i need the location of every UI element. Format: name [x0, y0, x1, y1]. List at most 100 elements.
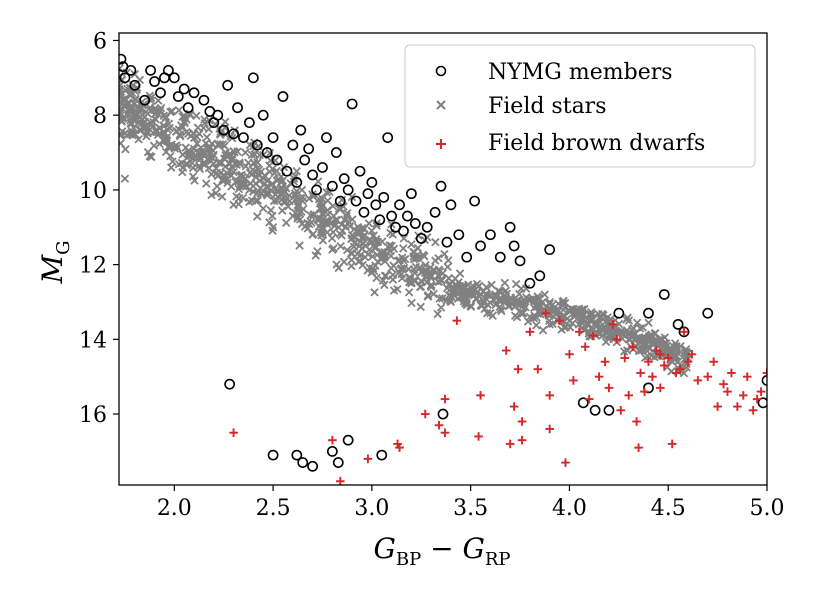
nymg-member-point [287, 139, 299, 151]
nymg-member-point [358, 206, 370, 218]
nymg-member-point [415, 233, 427, 244]
nymg-member-point [342, 184, 354, 196]
field-star-point [293, 214, 302, 223]
field-brown-dwarf-point [474, 432, 483, 441]
field-brown-dwarf-point [608, 320, 618, 329]
nymg-member-point [303, 143, 315, 155]
field-star-point [435, 294, 444, 303]
field-star-point [347, 255, 356, 265]
field-star-point [641, 334, 651, 343]
field-brown-dwarf-point [541, 308, 551, 318]
field-brown-dwarf-point [762, 368, 767, 378]
field-star-point [183, 146, 193, 156]
field-star-point [147, 119, 157, 129]
field-star-point [423, 292, 433, 301]
field-star-point [278, 189, 288, 198]
x-tick-label: 3.0 [354, 496, 389, 521]
field-brown-dwarf-point [395, 443, 404, 452]
field-star-point [676, 347, 685, 357]
field-brown-dwarf-point [752, 394, 762, 404]
field-star-point [199, 123, 208, 133]
field-star-point [399, 244, 408, 253]
field-star-point [552, 305, 562, 314]
field-star-point [359, 239, 368, 248]
field-star-point [119, 131, 125, 140]
field-star-point [468, 286, 477, 295]
field-star-point [523, 317, 533, 326]
field-star-point [367, 226, 376, 235]
field-star-point [134, 135, 143, 144]
field-star-point [231, 177, 240, 187]
field-star-point [143, 147, 153, 157]
field-star-point [394, 256, 403, 266]
field-star-point [234, 184, 244, 194]
field-star-point [533, 292, 542, 301]
field-star-point [219, 170, 228, 180]
field-star-point [166, 151, 175, 161]
field-star-point [269, 196, 279, 206]
field-star-point [215, 140, 225, 149]
field-star-point [229, 200, 238, 210]
field-star-point [673, 357, 683, 366]
field-star-point [452, 280, 461, 290]
legend: NYMG members Field stars Field brown dwa… [404, 44, 756, 168]
field-brown-dwarf-point [659, 361, 669, 370]
nymg-member-point [544, 244, 556, 256]
field-star-point [188, 172, 198, 181]
field-star-point [251, 196, 261, 206]
field-brown-dwarf-point [636, 368, 645, 378]
field-star-point [634, 346, 644, 356]
field-star-point [230, 147, 239, 157]
field-star-point [466, 301, 475, 310]
nymg-members-series [119, 53, 767, 472]
field-star-point [426, 281, 436, 290]
field-star-point [387, 241, 396, 251]
field-brown-dwarf-point [742, 372, 752, 381]
field-star-point [127, 103, 136, 113]
field-star-point [545, 297, 554, 307]
field-star-point [232, 192, 241, 201]
field-star-point [326, 218, 335, 228]
field-star-point [119, 114, 127, 123]
nymg-member-point [139, 94, 151, 106]
field-star-point [348, 215, 357, 224]
field-star-point [613, 328, 623, 337]
nymg-member-point [267, 449, 279, 461]
nymg-member-point [291, 449, 303, 461]
nymg-member-point [172, 91, 184, 102]
nymg-member-point [382, 132, 394, 143]
nymg-member-point [299, 154, 311, 166]
field-star-point [281, 184, 291, 193]
field-star-point [168, 157, 177, 166]
field-star-point [487, 280, 496, 290]
field-brown-dwarf-point [628, 342, 637, 352]
field-star-point [643, 351, 652, 361]
field-star-point [245, 197, 254, 207]
field-star-point [545, 320, 554, 329]
field-brown-dwarf-point [709, 357, 718, 367]
field-star-point [510, 311, 520, 321]
field-star-point [209, 159, 219, 168]
field-star-point [238, 193, 248, 203]
field-brown-dwarf-point [634, 443, 643, 452]
nymg-member-point [376, 449, 388, 461]
field-star-point [309, 210, 319, 219]
field-star-point [135, 125, 144, 135]
field-star-point [601, 337, 611, 347]
field-star-point [368, 252, 377, 261]
field-star-point [624, 335, 633, 344]
field-brown-dwarf-point [580, 342, 590, 352]
nymg-member-point [350, 195, 362, 207]
nymg-member-point [182, 102, 194, 114]
nymg-member-point [228, 128, 239, 140]
nymg-member-point [307, 169, 319, 181]
nymg-member-point [338, 173, 350, 185]
field-brown-dwarf-point [719, 379, 728, 389]
field-star-point [272, 196, 282, 206]
field-brown-dwarf-point [561, 458, 570, 467]
field-star-point [260, 179, 269, 188]
field-star-point [635, 324, 645, 333]
field-star-point [253, 212, 262, 221]
field-star-point [407, 240, 416, 249]
field-star-point [417, 276, 426, 286]
